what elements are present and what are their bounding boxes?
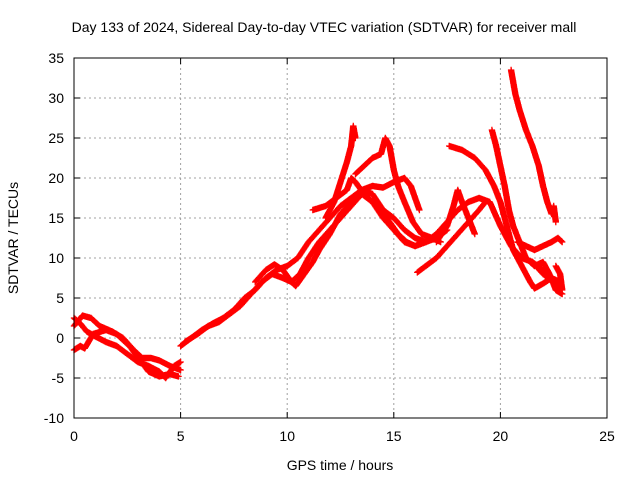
series-track-11 (433, 186, 478, 246)
grid (74, 58, 607, 418)
x-tick-label: 0 (70, 428, 78, 444)
y-tick-label: 20 (48, 170, 64, 186)
y-axis-label: SDTVAR / TECUs (5, 182, 21, 294)
series-track-14 (507, 66, 559, 226)
series-track-8 (322, 122, 359, 222)
y-tick-label: 15 (48, 210, 64, 226)
y-tick-label: -10 (44, 410, 64, 426)
series-track-15 (514, 234, 566, 254)
y-tick-label: 0 (56, 330, 64, 346)
x-tick-label: 20 (493, 428, 509, 444)
x-axis-label: GPS time / hours (287, 457, 394, 473)
y-tick-label: -5 (52, 370, 65, 386)
x-tick-label: 25 (599, 428, 615, 444)
data-points (70, 66, 566, 382)
series-track-9 (352, 134, 444, 246)
y-tick-label: 25 (48, 130, 64, 146)
axes: 0 5 10 15 20 25 -10 -5 0 5 10 15 20 25 30 35 (44, 50, 615, 444)
x-tick-label: 10 (279, 428, 295, 444)
chart-title: Day 133 of 2024, Sidereal Day-to-day VTE… (72, 19, 577, 35)
series-track-16 (529, 258, 566, 294)
series-track-12 (446, 142, 564, 292)
plot-frame (73, 57, 608, 419)
x-tick-label: 15 (386, 428, 402, 444)
x-tick-label: 5 (177, 428, 185, 444)
y-tick-label: 30 (48, 90, 64, 106)
y-tick-label: 5 (56, 290, 64, 306)
y-tick-label: 35 (48, 50, 64, 66)
y-tick-label: 10 (48, 250, 64, 266)
